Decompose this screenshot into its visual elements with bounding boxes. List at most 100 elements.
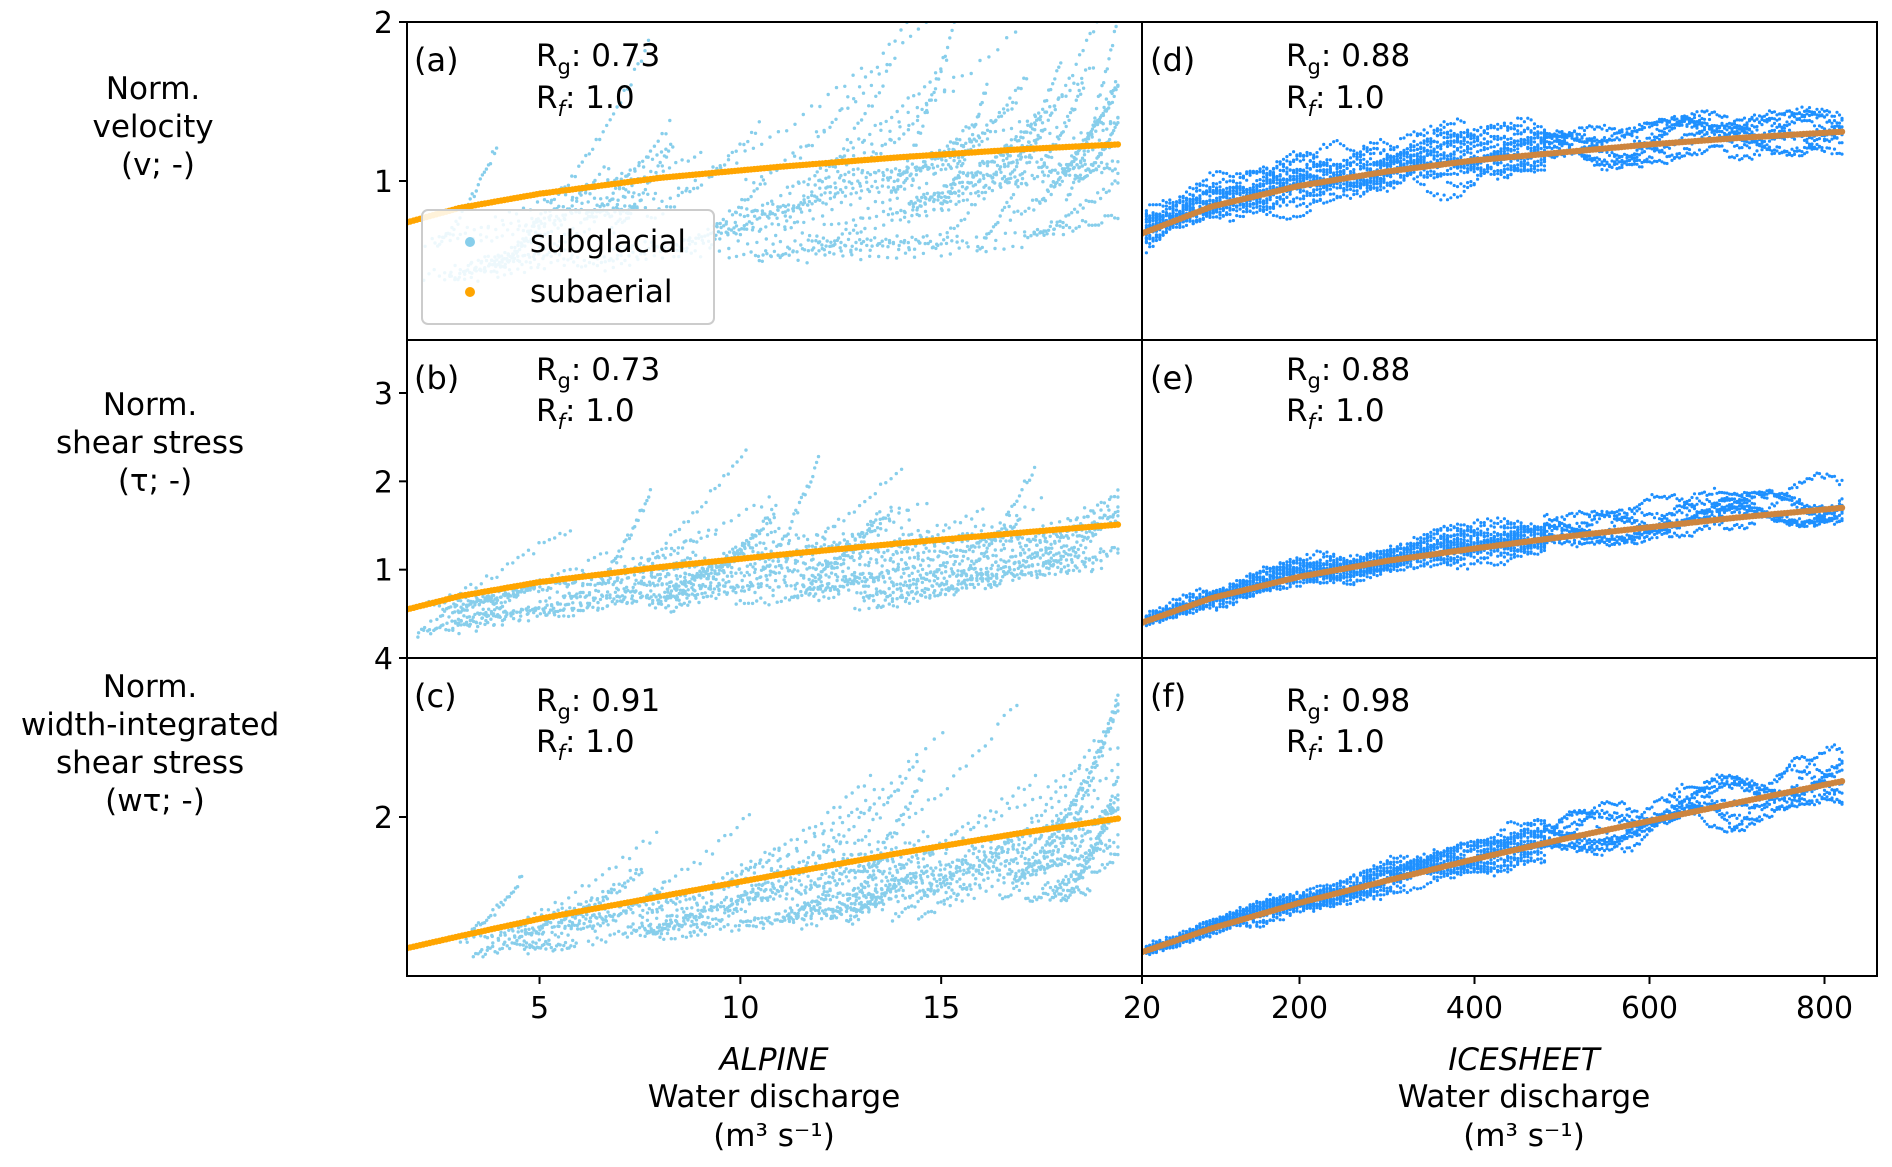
subglacial-point	[999, 566, 1003, 571]
subglacial-point	[916, 554, 920, 558]
subglacial-point	[1110, 91, 1114, 96]
subglacial-point	[637, 163, 641, 168]
subglacial-point	[727, 563, 732, 567]
subglacial-point	[638, 591, 643, 595]
subglacial-point	[759, 528, 763, 532]
subglacial-point	[553, 609, 558, 614]
subglacial-point	[676, 186, 681, 190]
subglacial-point	[1077, 88, 1081, 93]
subglacial-point	[734, 254, 739, 259]
subglacial-point	[960, 180, 965, 184]
subglacial-point	[1075, 163, 1079, 167]
subglacial-point	[1087, 133, 1091, 137]
subglacial-point	[894, 471, 898, 476]
subglacial-point	[795, 220, 800, 224]
subglacial-point	[538, 599, 542, 604]
subglacial-point	[676, 551, 680, 555]
subglacial-point	[858, 238, 862, 242]
subglacial-point	[552, 197, 557, 202]
subglacial-point	[1094, 558, 1099, 562]
subglacial-point	[1055, 223, 1059, 227]
subglacial-point	[656, 583, 660, 587]
subglacial-point	[976, 189, 980, 194]
subglacial-point	[672, 205, 677, 209]
subglacial-point	[734, 590, 738, 595]
subglacial-point	[890, 218, 894, 222]
subglacial-point	[654, 170, 658, 175]
subglacial-point	[811, 557, 815, 561]
subglacial-point	[1023, 234, 1027, 238]
subglacial-point	[956, 582, 960, 586]
subglacial-point	[929, 558, 933, 562]
subglacial-point	[487, 607, 491, 611]
subglacial-point	[1101, 187, 1106, 191]
subglacial-point	[1096, 154, 1101, 159]
subglacial-point	[1058, 535, 1063, 540]
subglacial-point	[1000, 527, 1004, 531]
subglacial-point	[995, 584, 999, 588]
subglacial-point	[1077, 179, 1081, 183]
subglacial-point	[1093, 161, 1098, 165]
subglacial-point	[1004, 539, 1008, 543]
subglacial-point	[956, 569, 960, 573]
subglacial-point	[858, 184, 863, 188]
subglacial-point	[810, 582, 814, 586]
subglacial-point	[785, 185, 790, 189]
subglacial-point	[899, 575, 904, 579]
subglacial-point	[765, 201, 770, 206]
subglacial-point	[767, 564, 771, 568]
subglacial-point	[814, 861, 818, 865]
subglacial-point	[652, 144, 657, 148]
subglacial-point	[967, 126, 971, 130]
subglacial-point	[1102, 166, 1107, 171]
subglacial-point	[802, 194, 806, 198]
subglacial-point	[961, 580, 965, 584]
subglacial-point	[822, 595, 826, 599]
subglacial-point	[972, 585, 976, 590]
subglacial-point	[957, 200, 961, 204]
subglacial-point	[841, 561, 846, 566]
subglacial-point	[763, 560, 768, 564]
subglacial-point	[587, 152, 591, 156]
subglacial-point	[655, 549, 659, 554]
subglacial-point	[907, 123, 911, 128]
subglacial-point	[1099, 120, 1104, 125]
subglacial-point	[1073, 564, 1078, 568]
subglacial-point	[500, 618, 505, 623]
subglacial-point	[957, 246, 961, 250]
subglacial-point	[658, 160, 662, 165]
subglacial-point	[1035, 227, 1040, 232]
subglacial-point	[1113, 179, 1117, 183]
subglacial-point	[1022, 230, 1027, 234]
subglacial-point	[1020, 851, 1025, 855]
subglacial-point	[489, 598, 493, 602]
subglacial-point	[885, 569, 889, 573]
subglacial-point	[1109, 549, 1113, 553]
subglacial-point	[730, 150, 734, 155]
subglacial-point	[827, 175, 831, 179]
subglacial-point	[708, 584, 713, 588]
subglacial-point	[928, 596, 932, 600]
subglacial-point	[940, 588, 944, 592]
subglacial-point	[939, 167, 943, 172]
subglacial-point	[999, 170, 1003, 174]
subglacial-point	[930, 584, 934, 588]
subglacial-point	[555, 590, 559, 594]
subglacial-point	[647, 907, 651, 911]
subglacial-point	[608, 199, 612, 203]
subglacial-point	[801, 859, 806, 863]
subglacial-point	[735, 551, 740, 556]
subglacial-point	[768, 573, 772, 577]
subglacial-point	[847, 588, 851, 592]
subglacial-point	[1084, 220, 1088, 224]
subglacial-point	[1023, 209, 1027, 213]
subglacial-point	[1102, 105, 1106, 110]
subglacial-point	[1077, 888, 1081, 892]
subglacial-point	[600, 873, 605, 877]
subglacial-point	[680, 603, 684, 607]
subglacial-point	[812, 246, 816, 250]
subglacial-points	[416, 448, 1120, 639]
subglacial-point	[963, 217, 967, 221]
subglacial-point	[793, 587, 798, 591]
subglacial-point	[580, 568, 585, 573]
